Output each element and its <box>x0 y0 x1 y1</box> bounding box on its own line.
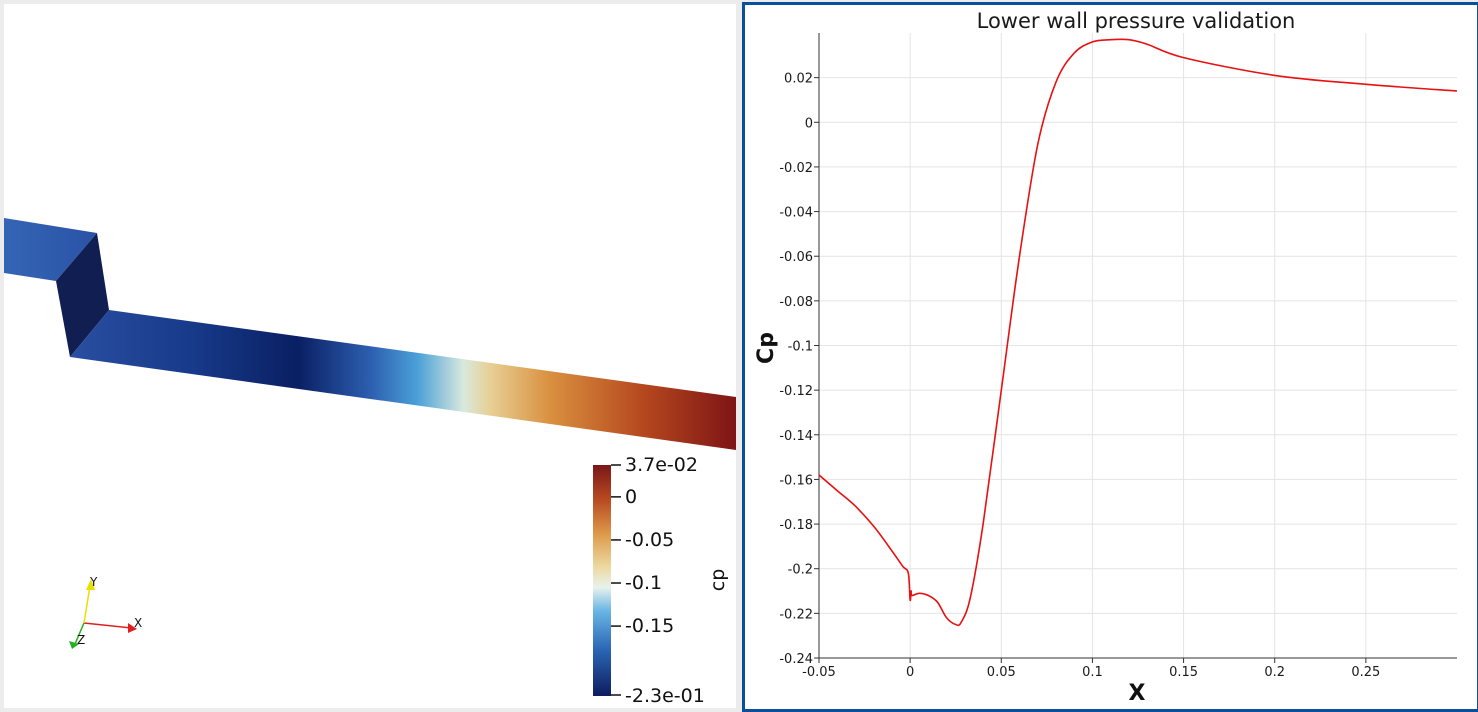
x-tick-labels: -0.05 0 0.05 0.1 0.15 0.2 0.25 <box>802 665 1380 680</box>
y-tick-label: -0.04 <box>779 206 813 221</box>
y-axis-title: Cp <box>754 332 779 364</box>
y-tick-label: -0.24 <box>779 652 813 667</box>
colorbar-title: cp <box>707 569 729 592</box>
colorbar-max-label: 3.7e-02 <box>625 454 698 476</box>
y-tick-label: -0.1 <box>788 340 813 355</box>
colorbar-min-label: -2.3e-01 <box>625 685 705 707</box>
z-axis-label: Z <box>77 633 85 647</box>
colorbar-gradient <box>593 465 611 696</box>
y-tick-label: 0 <box>805 116 813 131</box>
z-axis-arrow <box>74 622 85 645</box>
y-tick-label: 0.02 <box>784 72 813 87</box>
x-tick-label: 0.15 <box>1169 665 1198 680</box>
y-tick-label: -0.18 <box>779 518 813 533</box>
y-tick-label: -0.2 <box>788 563 813 578</box>
colorbar-tick-label: -0.1 <box>625 572 662 594</box>
y-tick-label: -0.14 <box>779 429 813 444</box>
y-tick-label: -0.08 <box>779 295 813 310</box>
step-face <box>56 233 109 357</box>
chart-title: Lower wall pressure validation <box>977 9 1296 33</box>
chart-grid <box>818 33 1457 659</box>
z-axis-arrowhead <box>69 641 79 649</box>
orientation-axes: X Y Z <box>69 575 142 649</box>
cp-series-line <box>818 38 1458 627</box>
lower-wall-surface <box>70 310 736 450</box>
y-axis-arrowhead <box>86 579 95 590</box>
y-tick-label: -0.02 <box>779 161 813 176</box>
x-tick-label: 0.05 <box>987 665 1016 680</box>
x-axis-arrowhead <box>128 623 137 633</box>
y-tick-label: -0.12 <box>779 384 813 399</box>
x-tick-label: 0.2 <box>1264 665 1285 680</box>
render-canvas[interactable]: 0 -0.05 -0.1 -0.15 3.7e-02 -2.3e-01 cp X Y … <box>4 4 736 708</box>
colorbar-tick-label: -0.15 <box>625 615 674 637</box>
y-tick-label: -0.22 <box>779 607 813 622</box>
line-chart-view[interactable]: Lower wall pressure validation 0.02 0 -0.0… <box>742 2 1478 712</box>
y-axis-label: Y <box>89 575 98 589</box>
render-view[interactable]: 0 -0.05 -0.1 -0.15 3.7e-02 -2.3e-01 cp X Y … <box>4 4 736 708</box>
y-tick-labels: 0.02 0 -0.02 -0.04 -0.06 -0.08 -0.1 -0.12 -0.14 -… <box>779 72 813 667</box>
x-tick-label: 0.1 <box>1082 665 1103 680</box>
inlet-surface <box>4 218 97 281</box>
x-axis-label: X <box>134 616 142 630</box>
y-tick-label: -0.06 <box>779 250 813 265</box>
y-axis-arrow <box>83 585 91 624</box>
y-tick-label: -0.16 <box>779 473 813 488</box>
colorbar-ticks: 0 -0.05 -0.1 -0.15 <box>611 486 674 637</box>
line-chart[interactable]: Lower wall pressure validation 0.020-0.0… <box>745 5 1477 709</box>
chart-axes <box>814 33 1457 663</box>
colorbar-tick-label: 0 <box>625 486 637 508</box>
x-tick-label: 0.25 <box>1351 665 1380 680</box>
x-axis-arrow <box>83 622 132 629</box>
chart-series <box>818 38 1458 627</box>
colorbar: 0 -0.05 -0.1 -0.15 3.7e-02 -2.3e-01 cp <box>593 454 729 707</box>
x-tick-label: 0 <box>906 665 914 680</box>
geometry-surface <box>4 218 736 450</box>
colorbar-tick-label: -0.05 <box>625 529 674 551</box>
x-axis-title: X <box>1129 681 1146 706</box>
x-tick-label: -0.05 <box>802 665 836 680</box>
